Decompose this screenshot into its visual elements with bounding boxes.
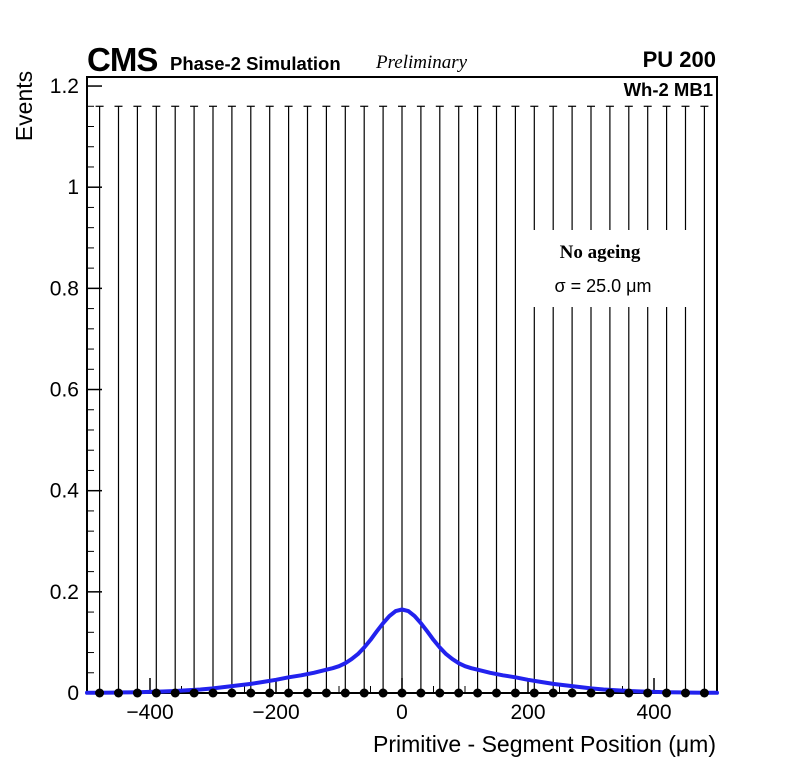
y-axis-title: Events bbox=[11, 70, 37, 142]
data-point-marker bbox=[473, 688, 483, 698]
y-tick-label: 1.2 bbox=[50, 75, 79, 98]
data-point-marker bbox=[699, 688, 709, 698]
data-point-marker bbox=[605, 688, 615, 698]
x-axis-title: Primitive - Segment Position (μm) bbox=[372, 731, 716, 757]
data-point-marker bbox=[95, 688, 105, 698]
data-point-marker bbox=[265, 688, 275, 698]
x-tick-label: −400 bbox=[126, 701, 173, 724]
chamber-label: Wh-2 MB1 bbox=[623, 79, 713, 100]
data-point-marker bbox=[567, 688, 577, 698]
data-point-marker bbox=[284, 688, 294, 698]
data-point-marker bbox=[303, 688, 312, 698]
data-point-marker bbox=[586, 688, 596, 698]
legend-box bbox=[520, 230, 695, 307]
y-tick-label: 0.8 bbox=[50, 277, 79, 300]
data-point-marker bbox=[397, 688, 407, 698]
cms-logo-text: CMS bbox=[87, 41, 158, 78]
data-point-marker bbox=[151, 688, 161, 698]
legend-sigma-value: σ = 25.0 μm bbox=[554, 276, 652, 296]
data-point-marker bbox=[170, 688, 180, 698]
data-point-marker bbox=[643, 688, 653, 698]
x-tick-label: −200 bbox=[252, 701, 299, 724]
pileup-label: PU 200 bbox=[642, 47, 716, 72]
x-tick-label: 0 bbox=[396, 701, 408, 724]
data-point-marker bbox=[510, 688, 520, 698]
data-point-marker bbox=[435, 688, 445, 698]
data-point-marker bbox=[416, 688, 426, 698]
data-point-marker bbox=[662, 688, 672, 698]
data-point-marker bbox=[227, 688, 237, 698]
data-point-marker bbox=[321, 688, 331, 698]
y-tick-label: 1 bbox=[67, 176, 79, 199]
y-tick-label: 0 bbox=[67, 682, 79, 705]
x-tick-label: 400 bbox=[636, 701, 671, 724]
data-point-marker bbox=[378, 688, 388, 698]
data-point-marker bbox=[246, 688, 256, 698]
data-point-marker bbox=[681, 688, 690, 698]
data-point-marker bbox=[624, 688, 634, 698]
data-point-marker bbox=[454, 688, 464, 698]
preliminary-label: Preliminary bbox=[376, 52, 468, 73]
data-point-marker bbox=[132, 688, 142, 698]
x-tick-label: 200 bbox=[510, 701, 545, 724]
legend-ageing-label: No ageing bbox=[559, 242, 641, 263]
data-point-marker bbox=[340, 688, 350, 698]
data-point-marker bbox=[114, 688, 123, 698]
y-tick-label: 0.4 bbox=[50, 480, 80, 503]
fit-curve-line bbox=[85, 607, 719, 695]
data-point-marker bbox=[492, 688, 501, 698]
data-point-marker bbox=[208, 688, 218, 698]
data-point-marker bbox=[189, 688, 199, 698]
data-point-marker bbox=[548, 688, 558, 698]
y-tick-label: 0.2 bbox=[50, 581, 79, 604]
data-point-marker bbox=[359, 688, 369, 698]
error-bars bbox=[95, 105, 709, 693]
data-markers bbox=[95, 688, 709, 698]
y-tick-label: 0.6 bbox=[50, 379, 79, 402]
simulation-subtitle: Phase-2 Simulation bbox=[170, 53, 341, 74]
data-point-marker bbox=[529, 688, 539, 698]
